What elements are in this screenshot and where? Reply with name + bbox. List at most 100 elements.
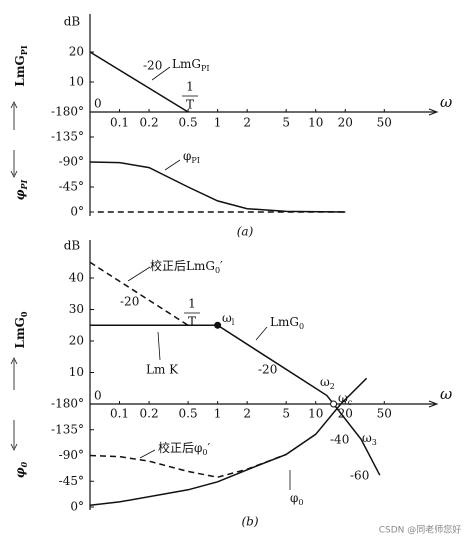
annotation: -60 [350, 469, 369, 483]
annotation-sub: 3 [372, 438, 377, 447]
leader-lines [10, 66, 291, 490]
annotation: -20 [143, 59, 162, 73]
phase-tick-label: 0° [70, 500, 84, 514]
magnitude-line [89, 51, 189, 113]
annotation-main: ω [320, 375, 330, 389]
x-tick-label: 10 [308, 116, 323, 130]
phase-axis-label-main: φ [13, 189, 27, 200]
unit-label: dB [64, 15, 81, 29]
annotation: φ0 [290, 491, 304, 507]
x-tick-label: 20 [338, 116, 353, 130]
phase-tick-label: -135° [51, 422, 84, 436]
x-tick-label: 0.1 [110, 407, 129, 421]
watermark: CSDN @同老师您好 [379, 524, 462, 536]
phase-tick-label: 0° [70, 205, 84, 219]
leader-line [139, 449, 156, 459]
annotation: -40 [330, 433, 349, 447]
x-tick-label: 5 [282, 116, 290, 130]
x-axis-arrow [428, 400, 439, 408]
annotation: Lm K [146, 363, 179, 377]
annotation: ωl [222, 311, 235, 327]
axis-arrow [10, 150, 18, 178]
y-axis-label-main: LmG [13, 317, 27, 348]
annotation: LmGPI [172, 57, 209, 73]
leader-line [255, 326, 268, 341]
annotation-main: 校正后φ [158, 440, 202, 455]
annotation-sub: 2 [330, 382, 335, 391]
point [214, 321, 222, 329]
phase-axis-label: φPI [13, 179, 30, 200]
x-axis-label: ω [440, 385, 452, 403]
leader-line [151, 66, 171, 81]
phase-axis-label-sub: PI [19, 179, 29, 190]
x-tick-label: 20 [338, 407, 353, 421]
x-tick-label: 5 [282, 407, 290, 421]
leader-line [127, 266, 151, 282]
annotation-sub: c [348, 398, 353, 407]
y-tick-label: 10 [69, 365, 84, 379]
annotation-sub: 0 [298, 498, 303, 507]
annotation-sub: 0 [202, 448, 207, 457]
x-tick-label: 0.5 [179, 116, 198, 130]
x-tick-label: 10 [308, 407, 323, 421]
annotation: -20 [120, 295, 139, 309]
annotation: 1 [188, 297, 196, 311]
phase-axis-label-main: φ [13, 467, 27, 478]
y-axis-label: LmGPI [13, 45, 30, 86]
phase-tick-label: -45° [59, 180, 84, 194]
annotation-main: ω [222, 311, 232, 325]
leader-line [164, 159, 181, 171]
annotation-sub: 0 [215, 266, 220, 275]
annotation: LmG0 [270, 315, 304, 331]
phase-tick-label: -180° [51, 397, 84, 411]
phase-line [89, 377, 368, 507]
annotation: 校正后φ0′ [158, 440, 211, 457]
phase-tick-label: -45° [59, 474, 84, 488]
annotation: T [186, 98, 194, 112]
point [330, 400, 338, 408]
annotation-sub: PI [201, 64, 210, 73]
axis-arrow [10, 357, 18, 390]
annotation: 校正后LmG0′ [150, 258, 223, 275]
phase-tick-label: -180° [51, 105, 84, 119]
annotation: ω3 [362, 431, 377, 447]
y-tick-label: 0 [94, 97, 102, 111]
caption: (a) [237, 225, 254, 239]
y-tick-label: 40 [69, 271, 84, 285]
phase-tick-label: -90° [59, 155, 84, 169]
annotation: φPI [183, 149, 200, 165]
annotation-main: ω [362, 431, 372, 445]
x-tick-label: 0.5 [179, 407, 198, 421]
y-axis-label: LmG0 [13, 311, 30, 348]
x-tick-label: 1 [214, 407, 222, 421]
annotation: ω2 [320, 375, 335, 391]
phase-line [89, 453, 287, 478]
caption: (b) [241, 515, 258, 529]
annotation-sub: PI [191, 156, 200, 165]
annotation-main: LmG [172, 57, 201, 71]
phase-tick-label: -90° [59, 448, 84, 462]
annotation: T [188, 315, 196, 329]
annotation-sub: 0 [299, 322, 304, 331]
y-axis-label-sub: PI [19, 45, 29, 55]
annotation: 1 [186, 80, 194, 94]
annotation-main: LmG [270, 315, 299, 329]
y-axis-label-main: LmG [13, 55, 27, 86]
y-tick-label: 20 [69, 334, 84, 348]
y-tick-label: 10 [69, 75, 84, 89]
phase-line [89, 161, 346, 213]
magnitude-line [90, 324, 381, 476]
axis-arrow [10, 420, 18, 451]
annotation-main: φ [183, 149, 191, 163]
annotation-sup: ′ [220, 259, 223, 273]
x-tick-label: 50 [377, 116, 392, 130]
x-tick-label: 1 [214, 116, 222, 130]
y-tick-label: 0 [94, 389, 102, 403]
phase-axis-label: φ0 [13, 461, 30, 478]
axis-arrow [10, 101, 18, 130]
y-tick-label: 20 [69, 45, 84, 59]
x-axis-label: ω [440, 93, 452, 111]
annotation-sup: ′ [208, 441, 211, 455]
annotation: ωc [338, 391, 353, 407]
